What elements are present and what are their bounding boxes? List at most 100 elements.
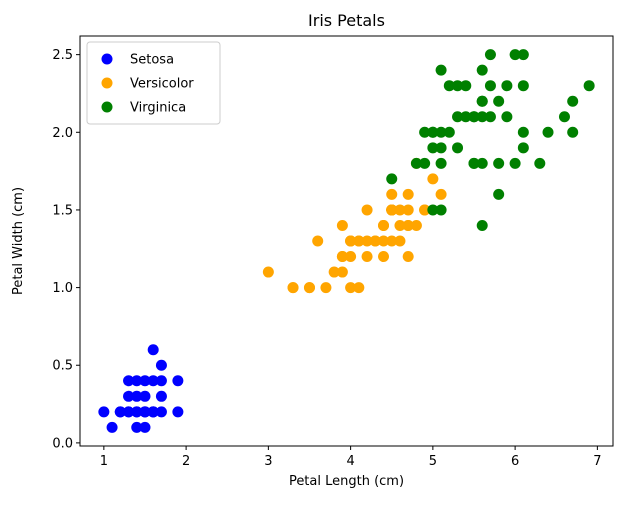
x-tick-label: 2 — [182, 454, 190, 469]
data-point — [501, 111, 513, 123]
data-point — [378, 251, 390, 263]
data-point — [452, 80, 464, 92]
series-virginica — [386, 49, 595, 231]
data-point — [353, 235, 365, 247]
data-point — [312, 235, 324, 247]
data-point — [476, 111, 488, 123]
data-point — [410, 219, 422, 231]
data-point — [501, 80, 513, 92]
data-point — [435, 64, 447, 76]
data-point — [131, 390, 143, 402]
data-point — [402, 188, 414, 200]
data-point — [131, 375, 143, 387]
legend-marker — [101, 101, 113, 113]
data-point — [386, 204, 398, 216]
data-point — [419, 204, 431, 216]
data-point — [394, 219, 406, 231]
legend-label: Virginica — [130, 101, 186, 116]
data-point — [336, 251, 348, 263]
data-point — [435, 204, 447, 216]
data-point — [336, 266, 348, 278]
data-point — [123, 375, 135, 387]
y-axis: 0.0 0.5 1.0 1.5 2.0 2.5 — [52, 48, 80, 451]
plot-frame — [79, 35, 614, 447]
data-point — [427, 204, 439, 216]
data-point — [345, 235, 357, 247]
data-point — [517, 49, 529, 61]
data-point — [567, 95, 579, 107]
legend-marker — [101, 77, 113, 89]
data-point — [123, 390, 135, 402]
data-point — [139, 406, 151, 418]
data-point — [468, 111, 480, 123]
data-point — [320, 282, 332, 294]
x-tick-label: 3 — [264, 454, 272, 469]
data-point — [427, 126, 439, 138]
data-point — [476, 95, 488, 107]
data-point — [131, 406, 143, 418]
data-point — [394, 204, 406, 216]
x-tick-label: 6 — [511, 454, 519, 469]
data-point — [155, 375, 167, 387]
data-point — [287, 282, 299, 294]
data-point — [378, 219, 390, 231]
data-point — [353, 282, 365, 294]
data-point — [386, 173, 398, 185]
x-tick-label: 5 — [429, 454, 437, 469]
data-point — [361, 204, 373, 216]
data-point — [155, 390, 167, 402]
data-point — [419, 126, 431, 138]
data-point — [517, 142, 529, 154]
data-point — [435, 126, 447, 138]
data-point — [484, 111, 496, 123]
x-axis-label: Petal Length (cm) — [289, 474, 404, 489]
data-point — [345, 251, 357, 263]
data-point — [476, 219, 488, 231]
data-point — [484, 80, 496, 92]
x-tick-label: 1 — [100, 454, 108, 469]
data-point — [435, 142, 447, 154]
data-point — [410, 157, 422, 169]
data-point — [452, 142, 464, 154]
legend: Setosa Versicolor Virginica — [86, 41, 221, 125]
series-setosa — [98, 344, 184, 433]
data-point — [139, 375, 151, 387]
data-point — [468, 157, 480, 169]
data-point — [336, 219, 348, 231]
data-point — [493, 95, 505, 107]
data-point — [542, 126, 554, 138]
data-point — [427, 142, 439, 154]
data-point — [402, 204, 414, 216]
legend-marker — [101, 53, 113, 65]
data-point — [369, 235, 381, 247]
data-point — [435, 188, 447, 200]
data-point — [534, 157, 546, 169]
data-point — [98, 406, 110, 418]
data-point — [147, 406, 159, 418]
legend-label: Setosa — [130, 53, 174, 68]
data-point — [155, 359, 167, 371]
y-tick-label: 1.5 — [52, 203, 73, 218]
data-point — [509, 157, 521, 169]
data-point — [172, 406, 184, 418]
data-point — [114, 406, 126, 418]
data-point — [452, 111, 464, 123]
data-point — [262, 266, 274, 278]
data-point — [386, 188, 398, 200]
data-point — [476, 157, 488, 169]
data-points — [98, 49, 595, 433]
x-axis: 1 2 3 4 5 6 7 — [100, 446, 602, 469]
series-versicolor — [262, 157, 447, 294]
data-point — [460, 111, 472, 123]
data-point — [517, 80, 529, 92]
data-point — [419, 157, 431, 169]
data-point — [493, 157, 505, 169]
data-point — [139, 390, 151, 402]
data-point — [567, 126, 579, 138]
y-tick-label: 0.5 — [52, 359, 73, 374]
data-point — [443, 80, 455, 92]
data-point — [394, 235, 406, 247]
data-point — [427, 173, 439, 185]
data-point — [123, 406, 135, 418]
